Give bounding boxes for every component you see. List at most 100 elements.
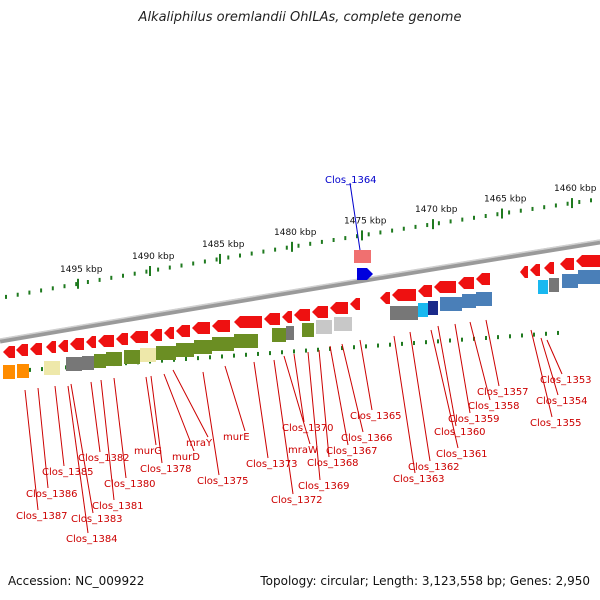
gene-label: Clos_1358	[468, 401, 520, 412]
gene-arrow	[150, 329, 162, 341]
gene-arrow	[560, 258, 574, 270]
gene-label-leader	[540, 337, 559, 396]
genome-summary-text: Topology: circular; Length: 3,123,558 bp…	[260, 574, 590, 588]
gene-arrow	[116, 333, 128, 345]
category-box	[82, 356, 94, 370]
gene-arrow	[282, 311, 292, 323]
gene-label: Clos_1384	[66, 534, 118, 545]
gene-arrow	[576, 255, 600, 267]
gene-label-leader	[67, 385, 89, 534]
gene-label-leader	[318, 349, 330, 458]
gene-label: Clos_1363	[393, 474, 445, 485]
gene-label-leader	[163, 373, 195, 452]
gene-label: Clos_1366	[341, 433, 393, 444]
gene-label-leader	[454, 323, 471, 414]
feature-block-pink	[354, 250, 371, 263]
category-box	[286, 326, 294, 340]
accession-text: Accession: NC_009922	[8, 574, 145, 588]
gene-arrow	[530, 264, 540, 276]
gene-label-leader	[469, 321, 491, 401]
category-box	[194, 340, 212, 354]
gene-label: murE	[223, 432, 250, 443]
gene-label: Clos_1365	[350, 411, 402, 422]
gene-label: Clos_1367	[326, 446, 378, 457]
gene-label-leader	[37, 387, 49, 489]
gene-label-leader	[172, 369, 209, 438]
feature-label: Clos_1364	[325, 175, 377, 186]
gene-label-leader	[90, 381, 101, 453]
gene-label-leader	[485, 319, 500, 387]
gene-arrow	[16, 344, 28, 356]
gene-label-leader	[293, 353, 305, 423]
ruler-label: 1495 kbp	[60, 265, 103, 275]
gene-arrow	[86, 336, 96, 348]
gene-arrow	[98, 335, 114, 347]
gene-arrow	[312, 306, 328, 318]
feature-label-leader	[349, 182, 361, 251]
ruler-label: 1460 kbp	[554, 184, 597, 194]
gene-label-leader	[100, 379, 115, 501]
gene-label-leader	[150, 375, 163, 464]
gene-label: Clos_1354	[536, 396, 588, 407]
gene-label-leader	[113, 377, 127, 479]
gene-label: mraW	[288, 445, 318, 456]
ruler-label: 1480 kbp	[274, 228, 317, 238]
gene-label: Clos_1375	[197, 476, 249, 487]
category-box	[156, 346, 176, 360]
gene-label: Clos_1383	[71, 514, 123, 525]
gene-arrow	[3, 346, 15, 358]
gene-label: Clos_1369	[298, 481, 350, 492]
gene-label-leader	[341, 343, 364, 433]
ruler-label: 1465 kbp	[484, 195, 527, 205]
gene-arrow	[212, 320, 230, 332]
ruler-label: 1485 kbp	[202, 240, 245, 250]
category-box	[578, 270, 600, 284]
category-box	[390, 306, 418, 320]
category-box	[562, 274, 578, 288]
gene-label: Clos_1360	[434, 427, 486, 438]
gene-label-leader	[546, 339, 563, 375]
category-box	[316, 320, 332, 334]
gene-label: Clos_1387	[16, 511, 68, 522]
category-box	[212, 337, 234, 351]
category-box	[44, 361, 60, 375]
gene-label: Clos_1370	[282, 423, 334, 434]
gene-label: Clos_1373	[246, 459, 298, 470]
gene-label: Clos_1385	[42, 467, 94, 478]
category-box	[476, 292, 492, 306]
gene-arrow	[544, 262, 554, 274]
gene-label: Clos_1381	[92, 501, 144, 512]
gene-labels: Clos_1353 Clos_1354 Clos_1355 Clos_1357 Clos…	[16, 175, 592, 545]
gene-arrow	[70, 338, 84, 350]
category-box	[17, 364, 29, 378]
gene-arrow	[46, 341, 56, 353]
category-box	[140, 348, 156, 362]
ruler-label: 1470 kbp	[415, 205, 458, 215]
gene-label: Clos_1361	[436, 449, 488, 460]
gene-arrow	[434, 281, 456, 293]
map-title: Alkaliphilus oremlandii OhILAs, complete…	[138, 10, 462, 25]
gene-arrow	[294, 309, 310, 321]
gene-label-leader	[202, 371, 220, 476]
gene-arrow	[264, 313, 280, 325]
gene-label-leader	[54, 385, 65, 467]
category-box	[272, 328, 286, 342]
ruler-label: 1475 kbp	[344, 216, 387, 226]
category-box	[3, 365, 15, 379]
gene-label: murD	[172, 452, 200, 463]
gene-arrow	[520, 266, 528, 278]
gene-label-leader	[409, 331, 431, 462]
category-box	[538, 280, 548, 294]
category-box	[124, 350, 140, 364]
category-box	[234, 334, 258, 348]
category-track	[3, 270, 600, 379]
gene-arrow	[164, 327, 174, 339]
category-box	[462, 294, 476, 308]
gene-label: Clos_1368	[307, 458, 359, 469]
gene-label-leader	[307, 351, 321, 481]
category-box	[440, 297, 462, 311]
category-box	[418, 303, 428, 317]
backbone-arc	[0, 239, 600, 344]
gene-label-leader	[393, 335, 416, 474]
gene-arrow	[418, 285, 432, 297]
